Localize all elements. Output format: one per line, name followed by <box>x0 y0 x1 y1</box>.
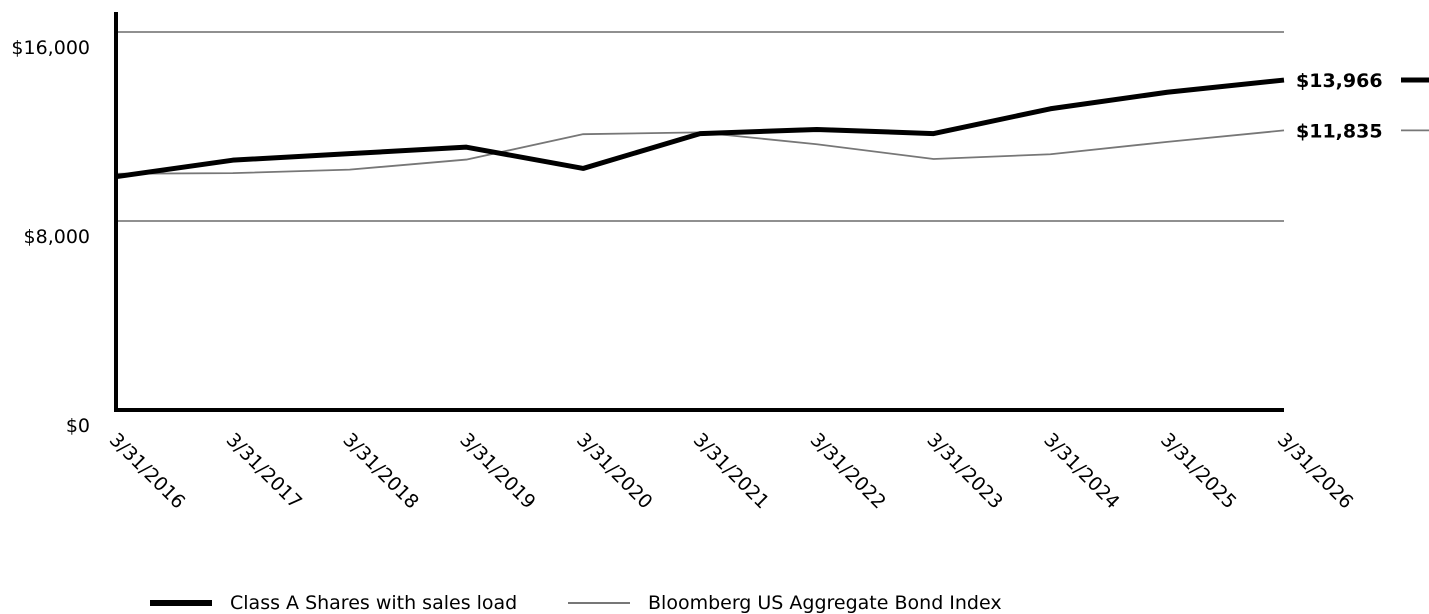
legend-label-bloomberg: Bloomberg US Aggregate Bond Index <box>648 592 1002 614</box>
x-tick-label: 3/31/2020 <box>572 429 656 513</box>
legend-swatch-bloomberg <box>568 602 630 604</box>
x-tick-label: 3/31/2025 <box>1156 429 1240 513</box>
end-value-labels: $13,966 $11,835 <box>1296 70 1429 142</box>
gridlines <box>116 31 1284 222</box>
legend-label-class-a: Class A Shares with sales load <box>230 592 518 614</box>
series-line-bloomberg <box>115 129 1285 175</box>
x-tick-label: 3/31/2016 <box>105 429 189 513</box>
x-tick-label: 3/31/2017 <box>222 429 306 513</box>
end-label-class-a: $13,966 <box>1296 70 1383 92</box>
x-tick-label: 3/31/2026 <box>1273 429 1357 513</box>
x-tick-label: 3/31/2022 <box>806 429 890 513</box>
axes <box>114 12 1284 412</box>
end-label-bloomberg: $11,835 <box>1296 120 1383 142</box>
x-tick-label: 3/31/2024 <box>1039 429 1123 513</box>
series-line-class-a <box>115 77 1285 180</box>
series-lines <box>115 77 1285 180</box>
legend-item-class-a: Class A Shares with sales load <box>150 592 517 614</box>
y-tick-label: $8,000 <box>24 226 90 248</box>
y-tick-label: $0 <box>66 415 90 437</box>
y-tick-label: $16,000 <box>11 37 90 59</box>
legend-swatch-class-a <box>150 600 212 606</box>
x-tick-label: 3/31/2019 <box>455 429 539 513</box>
line-chart: $0$8,000$16,000 3/31/2016 3/31/2017 3/31/2… <box>11 12 1429 513</box>
x-tick-label: 3/31/2021 <box>689 429 773 513</box>
y-axis-tick-labels: $0 $8,000 $16,000 <box>11 37 90 437</box>
x-axis-tick-labels: 3/31/2016 3/31/2017 3/31/2018 3/31/2019 3/31… <box>105 429 1357 513</box>
x-tick-label: 3/31/2018 <box>338 429 422 513</box>
legend-item-bloomberg: Bloomberg US Aggregate Bond Index <box>568 592 1002 614</box>
x-tick-label: 3/31/2023 <box>922 429 1006 513</box>
